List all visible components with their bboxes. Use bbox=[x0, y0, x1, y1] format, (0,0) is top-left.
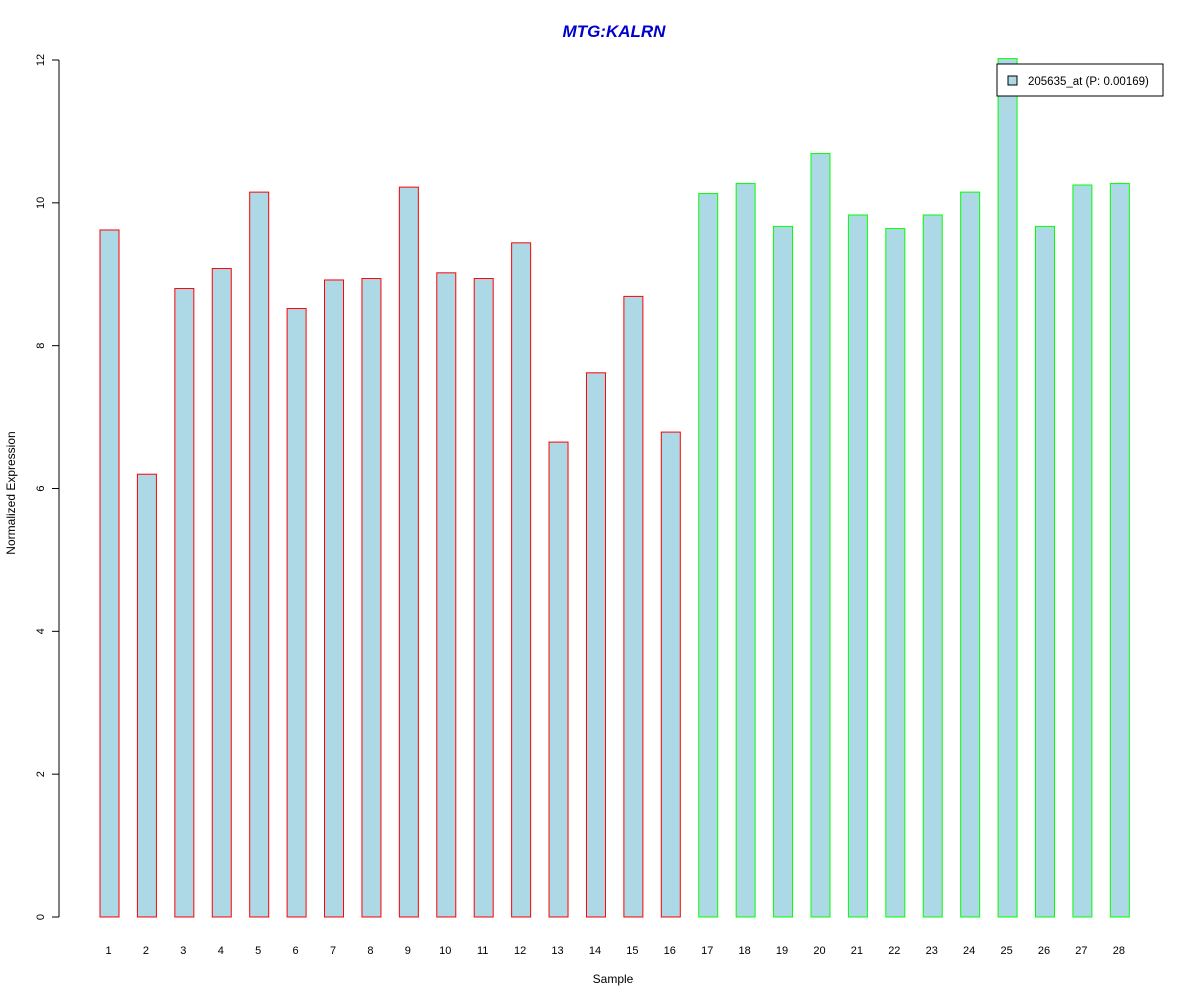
x-tick-label: 22 bbox=[888, 945, 900, 957]
x-tick-label: 13 bbox=[551, 945, 563, 957]
x-tick-label: 5 bbox=[255, 945, 261, 957]
bar-sample-6 bbox=[286, 308, 307, 918]
bar-sample-14 bbox=[585, 372, 606, 918]
bar-sample-5 bbox=[249, 191, 270, 918]
bar-sample-11 bbox=[473, 278, 494, 918]
bar-sample-21 bbox=[847, 214, 868, 918]
bar-sample-18 bbox=[735, 183, 756, 918]
bar-sample-1 bbox=[99, 229, 120, 918]
x-tick-label: 12 bbox=[514, 945, 526, 957]
x-tick-label: 25 bbox=[1000, 945, 1012, 957]
x-tick-label: 17 bbox=[701, 945, 713, 957]
bar-sample-9 bbox=[398, 186, 419, 918]
bar-sample-20 bbox=[810, 153, 831, 918]
bar-sample-24 bbox=[960, 191, 981, 918]
y-tick-label: 10 bbox=[35, 197, 47, 209]
x-tick-label: 20 bbox=[813, 945, 825, 957]
y-tick-label: 4 bbox=[35, 628, 47, 634]
bar-sample-4 bbox=[211, 268, 232, 918]
legend-label: 205635_at (P: 0.00169) bbox=[1028, 76, 1149, 88]
x-tick-label: 3 bbox=[180, 945, 186, 957]
bar-sample-3 bbox=[174, 288, 195, 918]
x-tick-label: 15 bbox=[626, 945, 638, 957]
bar-sample-15 bbox=[623, 295, 644, 918]
x-axis-tick-labels: 1 2 3 4 5 6 7 8 9 10 11 12 13 14 15 16 17 18 19 20 21 22 23 24 2… bbox=[105, 945, 1125, 957]
bar-sample-12 bbox=[511, 242, 532, 918]
bar-sample-25 bbox=[997, 58, 1018, 918]
x-tick-label: 9 bbox=[405, 945, 411, 957]
x-tick-label: 27 bbox=[1075, 945, 1087, 957]
x-tick-label: 4 bbox=[218, 945, 224, 957]
bar-sample-2 bbox=[136, 473, 157, 918]
x-tick-label: 24 bbox=[963, 945, 975, 957]
x-tick-label: 26 bbox=[1038, 945, 1050, 957]
x-tick-label: 14 bbox=[589, 945, 601, 957]
bar-sample-10 bbox=[436, 272, 457, 918]
x-tick-label: 21 bbox=[851, 945, 863, 957]
bar-sample-22 bbox=[885, 228, 906, 918]
y-axis-label: Normalized Expression bbox=[4, 431, 18, 554]
bar-sample-27 bbox=[1072, 184, 1093, 918]
y-tick-label: 2 bbox=[35, 771, 47, 777]
x-tick-label: 16 bbox=[664, 945, 676, 957]
chart-title: MTG:KALRN bbox=[563, 22, 667, 41]
bar-sample-16 bbox=[660, 431, 681, 918]
bar-sample-23 bbox=[922, 214, 943, 918]
bar-sample-8 bbox=[361, 278, 382, 918]
x-tick-label: 19 bbox=[776, 945, 788, 957]
bar-sample-28 bbox=[1109, 183, 1130, 918]
x-tick-label: 1 bbox=[105, 945, 111, 957]
y-tick-label: 6 bbox=[35, 485, 47, 491]
x-tick-label: 2 bbox=[143, 945, 149, 957]
y-tick-label: 8 bbox=[35, 343, 47, 349]
bars bbox=[99, 58, 1130, 918]
x-tick-label: 6 bbox=[293, 945, 299, 957]
bar-sample-26 bbox=[1035, 225, 1055, 918]
x-tick-label: 18 bbox=[739, 945, 751, 957]
x-tick-label: 7 bbox=[330, 945, 336, 957]
x-tick-label: 28 bbox=[1113, 945, 1125, 957]
bar-sample-17 bbox=[698, 193, 719, 918]
bar-sample-7 bbox=[324, 279, 345, 918]
x-tick-label: 8 bbox=[367, 945, 373, 957]
y-tick-label: 0 bbox=[35, 914, 47, 920]
legend-box bbox=[996, 63, 1164, 97]
legend: 205635_at (P: 0.00169) bbox=[996, 63, 1164, 97]
x-tick-label: 23 bbox=[926, 945, 938, 957]
y-axis: 0 2 4 6 8 10 12 bbox=[35, 54, 60, 920]
x-tick-label: 10 bbox=[439, 945, 451, 957]
bar-sample-19 bbox=[773, 225, 794, 918]
legend-swatch bbox=[1007, 75, 1018, 86]
x-axis-label: Sample bbox=[593, 972, 634, 986]
bar-sample-13 bbox=[548, 441, 569, 918]
y-tick-label: 12 bbox=[35, 54, 47, 66]
x-tick-label: 11 bbox=[477, 945, 488, 957]
